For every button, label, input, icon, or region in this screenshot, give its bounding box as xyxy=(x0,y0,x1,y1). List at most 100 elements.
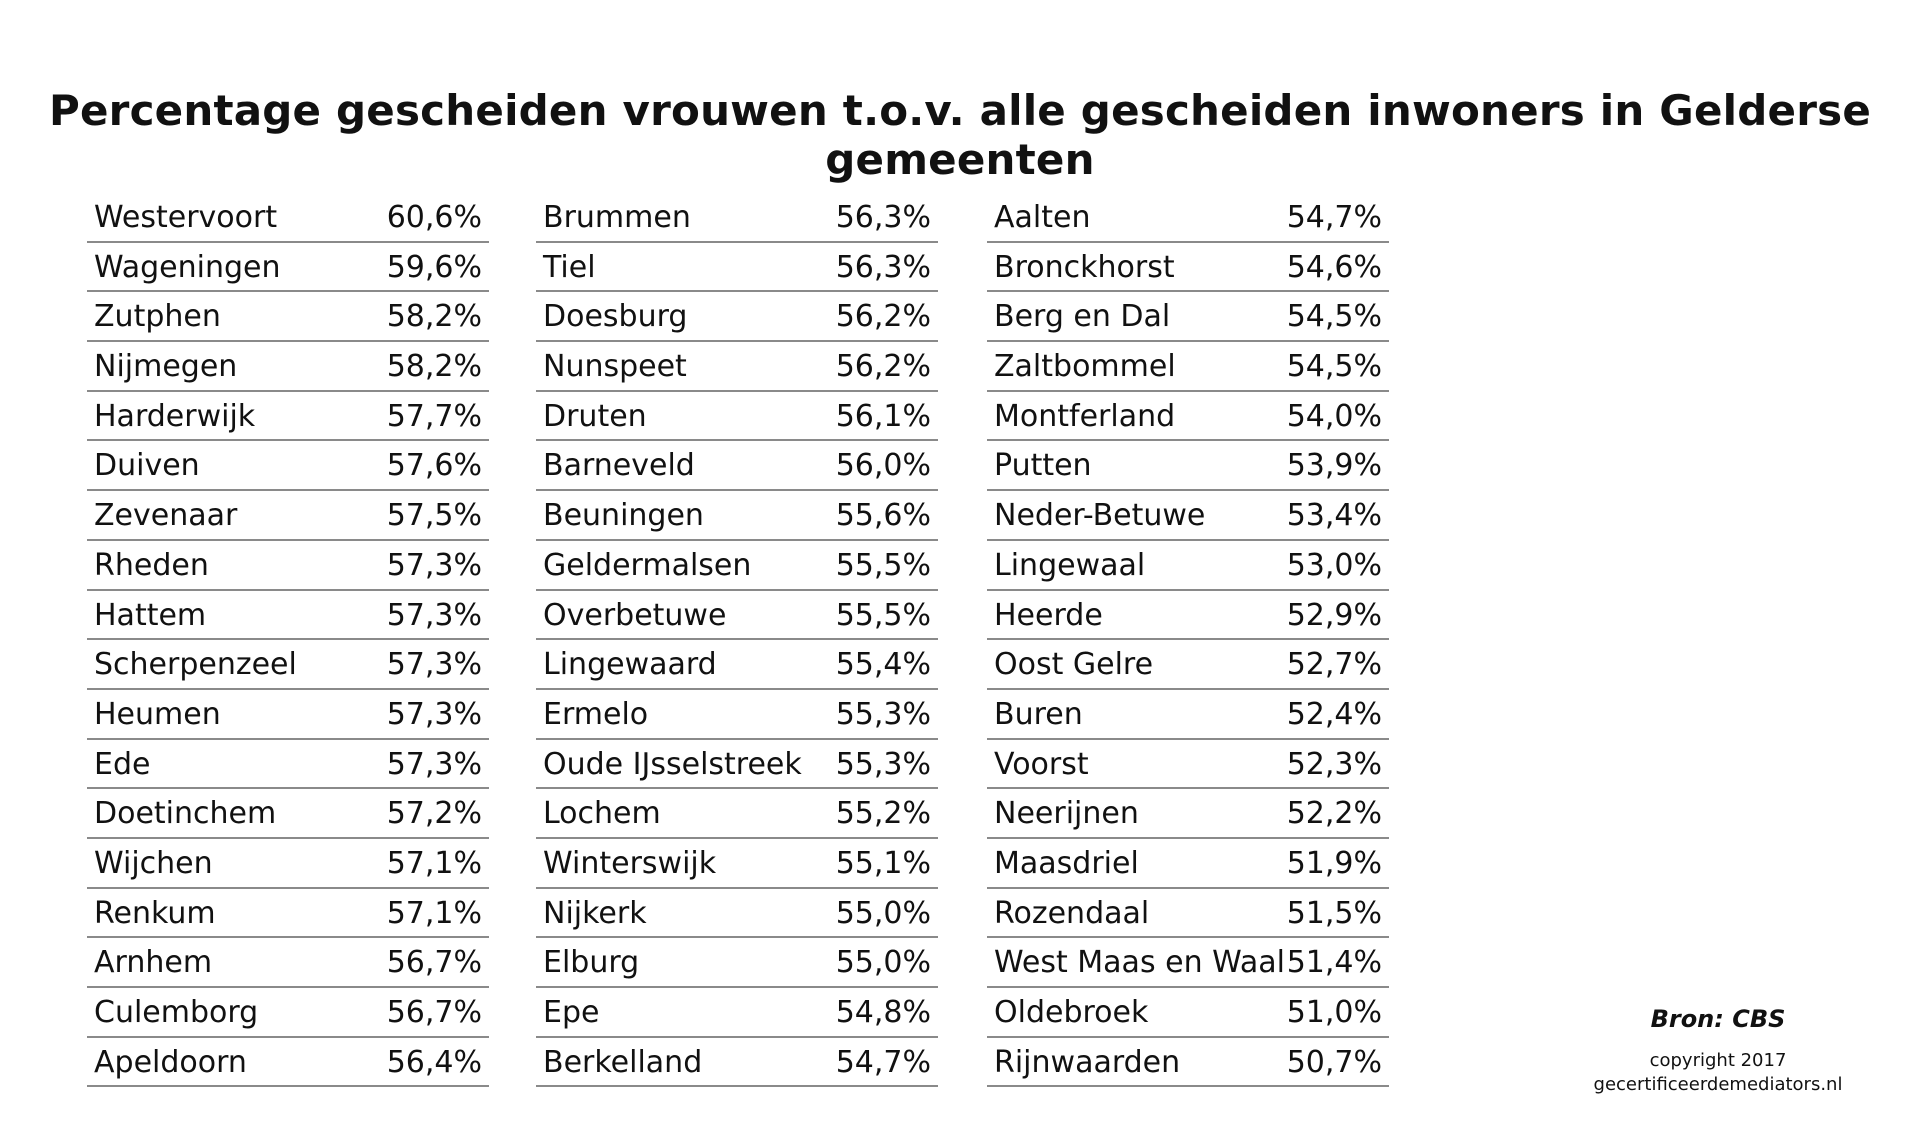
table-row: Oost Gelre 52,7% xyxy=(987,640,1389,690)
percentage: 55,2% xyxy=(835,796,931,832)
percentage: 52,3% xyxy=(1286,746,1382,782)
percentage: 55,1% xyxy=(835,845,931,881)
percentage: 57,3% xyxy=(386,647,482,683)
percentage: 54,7% xyxy=(835,1044,931,1080)
percentage: 53,4% xyxy=(1286,498,1382,534)
source: Bron: CBS xyxy=(1650,1005,1786,1033)
percentage: 56,3% xyxy=(835,249,931,285)
table-row: Oldebroek 51,0% xyxy=(987,988,1389,1038)
municipality: Ede xyxy=(94,746,151,782)
table-row: Lingewaal 53,0% xyxy=(987,541,1389,591)
table-row: Lochem 55,2% xyxy=(536,789,938,839)
municipality: Lochem xyxy=(543,796,661,832)
municipality: Zaltbommel xyxy=(994,349,1176,385)
table-row: Druten 56,1% xyxy=(536,392,938,442)
table-row: Epe 54,8% xyxy=(536,988,938,1038)
municipality: Harderwijk xyxy=(94,398,256,434)
municipality: Rozendaal xyxy=(994,895,1150,931)
table-row: Buren 52,4% xyxy=(987,690,1389,740)
municipality: Arnhem xyxy=(94,945,213,981)
title: Percentage gescheiden vrouwen t.o.v. all… xyxy=(48,86,1871,184)
percentage: 55,3% xyxy=(835,746,931,782)
municipality: Brummen xyxy=(543,200,691,235)
municipality: Wijchen xyxy=(94,845,213,881)
municipality: Geldermalsen xyxy=(543,547,752,583)
municipality: Lingewaal xyxy=(994,547,1146,583)
percentage: 55,0% xyxy=(835,895,931,931)
table-row: Elburg 55,0% xyxy=(536,938,938,988)
table-row: Scherpenzeel 57,3% xyxy=(87,640,489,690)
percentage: 54,5% xyxy=(1286,349,1382,385)
table-row: Voorst 52,3% xyxy=(987,740,1389,790)
municipality: Voorst xyxy=(994,746,1089,782)
percentage: 57,5% xyxy=(386,498,482,534)
table-row: Zevenaar 57,5% xyxy=(87,491,489,541)
percentage: 55,5% xyxy=(835,597,931,633)
table-row: Winterswijk 55,1% xyxy=(536,839,938,889)
municipality: Barneveld xyxy=(543,448,695,484)
table-row: Maasdriel 51,9% xyxy=(987,839,1389,889)
municipality: West Maas en Waal xyxy=(994,945,1285,981)
table-row: Putten 53,9% xyxy=(987,441,1389,492)
municipality: Duiven xyxy=(94,448,200,484)
table-row: Neerijnen 52,2% xyxy=(987,789,1389,839)
municipality: Doesburg xyxy=(543,299,688,335)
table-row: Ede 57,3% xyxy=(87,740,489,790)
table-row: Renkum 57,1% xyxy=(87,889,489,939)
table-row: Rijnwaarden 50,7% xyxy=(987,1038,1389,1088)
percentage: 60,6% xyxy=(386,200,482,235)
percentage: 51,9% xyxy=(1286,845,1382,881)
percentage: 55,4% xyxy=(835,647,931,683)
percentage: 57,3% xyxy=(386,696,482,732)
table-row: Barneveld 56,0% xyxy=(536,441,938,492)
table-row: Doesburg 56,2% xyxy=(536,292,938,343)
percentage: 52,2% xyxy=(1286,796,1382,832)
table-row: Nijkerk 55,0% xyxy=(536,889,938,939)
municipality: Zevenaar xyxy=(94,498,238,534)
table-row: Arnhem 56,7% xyxy=(87,938,489,988)
municipality: Hattem xyxy=(94,597,207,633)
table-column: Aalten 54,7% Bronckhorst 54,6% Berg en Dal 54… xyxy=(987,193,1389,1088)
table-row: Lingewaard 55,4% xyxy=(536,640,938,690)
table-row: Zutphen 58,2% xyxy=(87,292,489,343)
municipality: Ermelo xyxy=(543,696,649,732)
percentage: 55,5% xyxy=(835,547,931,583)
percentage: 53,0% xyxy=(1286,547,1382,583)
municipality: Elburg xyxy=(543,945,640,981)
municipality: Neder-Betuwe xyxy=(994,498,1206,534)
table-row: Heumen 57,3% xyxy=(87,690,489,740)
percentage: 50,7% xyxy=(1286,1044,1382,1080)
percentage: 58,2% xyxy=(386,349,482,385)
percentage: 51,5% xyxy=(1286,895,1382,931)
municipality: Putten xyxy=(994,448,1092,484)
percentage: 57,3% xyxy=(386,547,482,583)
municipality: Beuningen xyxy=(543,498,704,534)
municipality: Scherpenzeel xyxy=(94,647,297,683)
table-row: Apeldoorn 56,4% xyxy=(87,1038,489,1088)
percentage: 53,9% xyxy=(1286,448,1382,484)
municipality: Aalten xyxy=(994,200,1091,235)
table-column: Westervoort 60,6% Wageningen 59,6% Zutphen 58… xyxy=(87,193,489,1088)
table-row: Hattem 57,3% xyxy=(87,591,489,641)
percentage: 57,3% xyxy=(386,597,482,633)
percentage: 57,1% xyxy=(386,845,482,881)
municipality: Heumen xyxy=(94,696,221,732)
municipality: Overbetuwe xyxy=(543,597,727,633)
table-row: Duiven 57,6% xyxy=(87,441,489,492)
municipality: Renkum xyxy=(94,895,216,931)
municipality: Maasdriel xyxy=(994,845,1139,881)
percentage: 54,7% xyxy=(1286,200,1382,235)
percentage: 56,7% xyxy=(386,945,482,981)
municipality: Heerde xyxy=(994,597,1103,633)
table-row: Brummen 56,3% xyxy=(536,193,938,243)
municipality: Oost Gelre xyxy=(994,647,1154,683)
municipality: Berg en Dal xyxy=(994,299,1171,335)
table-row: Culemborg 56,7% xyxy=(87,988,489,1038)
table-row: Westervoort 60,6% xyxy=(87,193,489,243)
table-row: Nunspeet 56,2% xyxy=(536,342,938,392)
table-row: Ermelo 55,3% xyxy=(536,690,938,740)
municipality: Wageningen xyxy=(94,249,281,285)
table-row: Heerde 52,9% xyxy=(987,591,1389,641)
table-row: Neder-Betuwe 53,4% xyxy=(987,491,1389,541)
percentage: 55,3% xyxy=(835,696,931,732)
